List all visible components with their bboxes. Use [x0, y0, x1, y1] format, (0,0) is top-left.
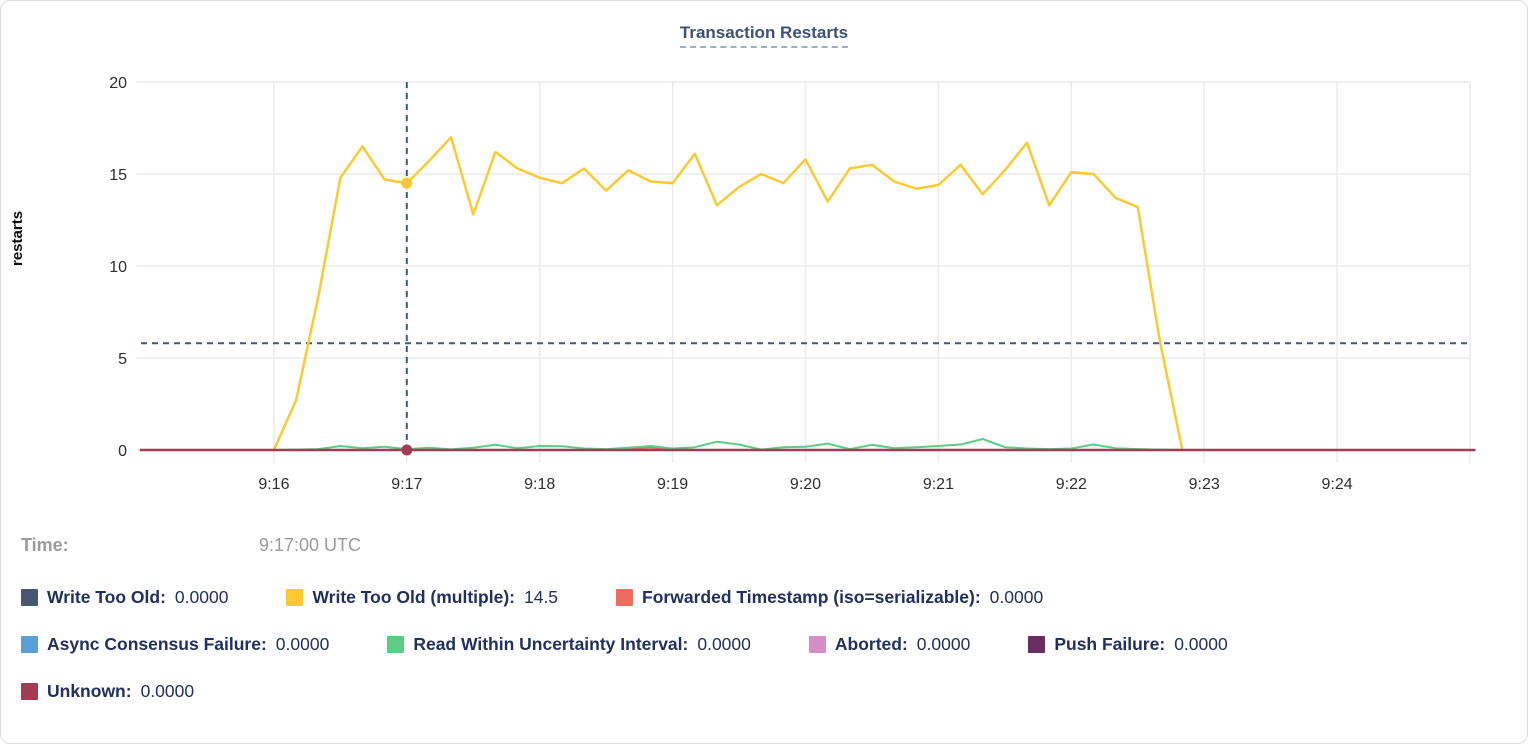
- x-tick-label: 9:18: [524, 476, 555, 493]
- legend-label: Async Consensus Failure:: [47, 633, 267, 654]
- legend-label: Push Failure:: [1054, 633, 1166, 654]
- y-axis-label: restarts: [9, 210, 26, 266]
- legend-item: Aborted: 0.0000: [808, 633, 971, 655]
- legend-value: 14.5: [523, 586, 559, 607]
- series-line-read-within-uncertainty-interval: [272, 438, 1183, 451]
- transaction-restarts-chart[interactable]: 0 5 10 15 20 9:16 9:17 9:18 9:19 9:20 9:21 9:22 9:23…: [1, 1, 1528, 521]
- legend-row: Unknown: 0.0000: [21, 679, 1511, 703]
- legend-label: Aborted:: [834, 633, 908, 654]
- legend-item: Write Too Old: 0.0000: [21, 587, 228, 608]
- legend-swatch: [21, 588, 38, 606]
- legend-label: Write Too Old:: [47, 586, 166, 607]
- legend-swatch: [286, 588, 304, 606]
- legend-value: 0.0000: [916, 633, 971, 654]
- legend-value: 0.0000: [174, 586, 229, 607]
- legend-row: Async Consensus Failure: 0.0000 Read Withi…: [21, 632, 1511, 656]
- y-tick-label: 5: [118, 351, 127, 368]
- time-value: 9:17:00 UTC: [259, 535, 362, 555]
- legend-swatch: [387, 635, 405, 653]
- hover-dot: [401, 177, 413, 189]
- x-tick-label: 9:17: [391, 476, 422, 493]
- legend-item: Async Consensus Failure: 0.0000: [21, 634, 329, 655]
- x-tick-label: 9:23: [1189, 476, 1220, 493]
- legend-item: Forwarded Timestamp (iso=serializable): 0…: [616, 587, 1043, 608]
- legend-value: 0.0000: [989, 586, 1044, 607]
- legend-label: Read Within Uncertainty Interval:: [413, 633, 689, 654]
- x-tick-label: 9:19: [657, 476, 688, 493]
- x-tick-label: 9:16: [258, 476, 289, 493]
- legend-swatch: [21, 635, 38, 653]
- legend-item: Write Too Old (multiple): 14.5: [286, 587, 558, 608]
- legend-swatch: [616, 588, 634, 606]
- legend-value: 0.0000: [1174, 633, 1228, 654]
- y-tick-label: 0: [118, 443, 127, 460]
- legend-swatch: [21, 682, 38, 700]
- legend-item: Unknown: 0.0000: [21, 681, 194, 702]
- legend-value: 0.0000: [697, 633, 751, 654]
- x-tick-label: 9:24: [1322, 476, 1353, 493]
- legend-value: 0.0000: [140, 680, 195, 701]
- legend-label: Forwarded Timestamp (iso=serializable):: [642, 586, 981, 607]
- y-tick-label: 15: [109, 167, 127, 184]
- chart-title[interactable]: Transaction Restarts: [679, 23, 849, 48]
- legend-value: 0.0000: [275, 633, 330, 654]
- chart-legend: Write Too Old: 0.0000 Write Too Old (multi…: [21, 585, 1511, 726]
- legend-item: Read Within Uncertainty Interval: 0.0000: [387, 634, 751, 655]
- time-label: Time:: [21, 535, 69, 555]
- legend-swatch: [808, 635, 826, 653]
- legend-item: Push Failure: 0.0000: [1028, 633, 1228, 655]
- hover-dot: [401, 444, 413, 456]
- x-tick-label: 9:22: [1056, 476, 1087, 493]
- series-line-write-too-old-multiple-: [272, 135, 1184, 452]
- y-tick-label: 20: [109, 75, 127, 92]
- x-tick-label: 9:20: [790, 476, 821, 493]
- legend-label: Unknown:: [47, 680, 132, 701]
- legend-row: Write Too Old: 0.0000 Write Too Old (multi…: [21, 585, 1511, 609]
- x-tick-label: 9:21: [923, 476, 954, 493]
- y-tick-label: 10: [109, 259, 127, 276]
- legend-label: Write Too Old (multiple):: [312, 586, 515, 607]
- legend-swatch: [1028, 635, 1046, 653]
